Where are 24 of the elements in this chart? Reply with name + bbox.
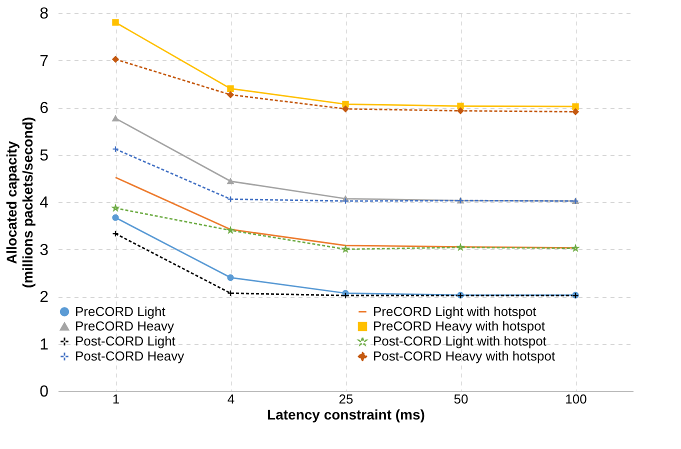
- legend-label: PreCORD Light with hotspot: [373, 304, 537, 319]
- legend-label: Post-CORD Light: [75, 334, 176, 348]
- x-tick-label: 4: [227, 392, 235, 406]
- y-axis-title: Allocated capacity (millions packets/second): [4, 116, 36, 288]
- legend-label: PreCORD Heavy with hotspot: [373, 318, 546, 334]
- x-axis-title: Latency constraint (ms): [267, 406, 425, 422]
- legend-label: PreCORD Heavy: [75, 318, 174, 334]
- x-tick-label: 1: [112, 392, 120, 406]
- x-tick-label: 25: [338, 392, 354, 406]
- x-tick-label: 100: [565, 392, 587, 406]
- legend-label: Post-CORD Heavy: [75, 348, 185, 364]
- y-tick-label: 1: [40, 336, 49, 354]
- y-tick-label: 3: [40, 242, 49, 259]
- y-tick-label: 4: [40, 194, 49, 212]
- y-tick-label: 6: [40, 100, 49, 117]
- legend-label: PreCORD Light: [75, 304, 166, 319]
- x-tick-label: 50: [454, 392, 468, 406]
- y-tick-label: 2: [40, 289, 49, 306]
- legend-label: Post-CORD Light with hotspot: [373, 334, 547, 348]
- legend-label: Post-CORD Heavy with hotspot: [373, 348, 556, 364]
- y-tick-label: 7: [40, 52, 49, 70]
- y-tick-label: 5: [40, 147, 49, 164]
- y-tick-label: 0: [40, 384, 49, 400]
- y-tick-label: 8: [40, 6, 49, 22]
